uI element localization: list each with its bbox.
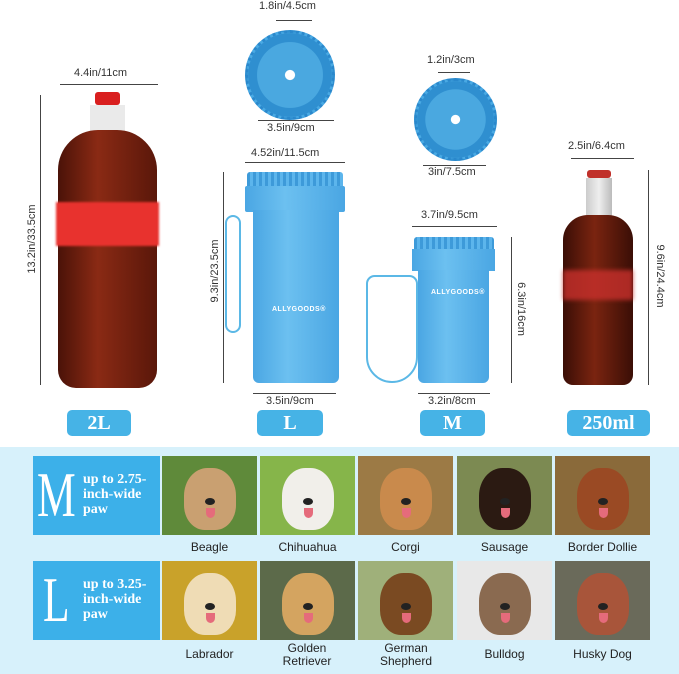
dog-photo-sausage xyxy=(457,456,552,535)
dim-line xyxy=(418,393,490,394)
size-desc: up to 3.25-inch-wide paw xyxy=(83,577,147,622)
bottle-cap xyxy=(95,92,120,105)
brand-logo: ALLYGOODS® xyxy=(272,306,326,313)
dim-label: 2.5in/6.4cm xyxy=(568,140,625,152)
dim-line xyxy=(276,20,312,21)
wrist-strap xyxy=(366,275,418,383)
brush-head-l xyxy=(245,30,335,120)
brush-head-m xyxy=(414,78,497,161)
dog-name: Husky Dog xyxy=(573,647,632,661)
cup-bristles xyxy=(247,172,343,186)
dim-line xyxy=(423,165,486,166)
dog-photo-beagle xyxy=(162,456,257,535)
dog-name: German Shepherd xyxy=(379,641,433,668)
bottle-cap xyxy=(587,170,611,178)
cup-body-m xyxy=(418,270,489,383)
size-pill-2l: 2L xyxy=(67,410,131,436)
dog-name: Border Dollie xyxy=(567,540,638,554)
dim-line xyxy=(258,120,334,121)
dog-name: Beagle xyxy=(190,540,229,554)
bottle-label xyxy=(56,202,159,246)
bottle-body xyxy=(563,215,633,385)
size-pill-250ml: 250ml xyxy=(567,410,650,436)
cup-bristles xyxy=(414,237,494,249)
dim-line xyxy=(571,158,634,159)
dog-photo-corgi xyxy=(358,456,453,535)
dim-label: 4.52in/11.5cm xyxy=(251,147,320,159)
dim-label: 9.3in/23.5cm xyxy=(209,239,221,303)
dog-name: Labrador xyxy=(185,647,234,661)
dim-label: 6.3in/16cm xyxy=(515,282,527,336)
dim-label: 3.2in/8cm xyxy=(428,395,476,407)
dim-label: 3in/7.5cm xyxy=(428,166,476,178)
size-letter: M xyxy=(37,459,76,530)
dim-line xyxy=(648,170,649,385)
bottle-neck xyxy=(586,178,612,218)
dim-line xyxy=(253,393,336,394)
dim-label: 1.2in/3cm xyxy=(427,54,475,66)
dim-line xyxy=(60,84,158,85)
dog-photo-bulldog xyxy=(457,561,552,640)
dog-photo-german-shepherd xyxy=(358,561,453,640)
size-m-box: M up to 2.75-inch-wide paw xyxy=(33,456,160,535)
brand-logo: ALLYGOODS® xyxy=(431,289,485,296)
dog-name: Golden Retriever xyxy=(282,641,332,668)
dog-name: Corgi xyxy=(391,540,420,554)
dim-label: 3.5in/9cm xyxy=(266,395,314,407)
size-pill-m: M xyxy=(420,410,485,436)
dim-label: 3.7in/9.5cm xyxy=(421,209,478,221)
dog-photo-husky xyxy=(555,561,650,640)
wrist-strap xyxy=(225,215,241,333)
dim-line xyxy=(223,172,224,383)
dim-line xyxy=(438,72,470,73)
cup-body-l xyxy=(253,210,339,383)
size-letter: L xyxy=(43,564,70,635)
dim-label: 4.4in/11cm xyxy=(74,67,127,79)
dim-label: 9.6in/24.4cm xyxy=(654,244,666,308)
dog-photo-chihuahua xyxy=(260,456,355,535)
bottle-label xyxy=(563,270,633,300)
dog-name: Chihuahua xyxy=(278,540,337,554)
dog-photo-golden-retriever xyxy=(260,561,355,640)
dim-label: 3.5in/9cm xyxy=(267,122,315,134)
size-desc: up to 2.75-inch-wide paw xyxy=(83,472,147,517)
dog-photo-labrador xyxy=(162,561,257,640)
size-pill-l: L xyxy=(257,410,323,436)
dim-line xyxy=(412,226,497,227)
dog-photo-border-dollie xyxy=(555,456,650,535)
bottle-body xyxy=(58,130,157,388)
dim-label: 13.2in/33.5cm xyxy=(26,204,38,274)
cup-lid xyxy=(412,249,495,271)
dog-name: Sausage xyxy=(480,540,529,554)
dim-line xyxy=(511,237,512,383)
cup-lid xyxy=(245,186,345,212)
dim-line xyxy=(245,162,345,163)
dim-line xyxy=(40,95,41,385)
dog-name: Bulldog xyxy=(484,647,525,661)
dim-label: 1.8in/4.5cm xyxy=(259,0,316,12)
size-l-box: L up to 3.25-inch-wide paw xyxy=(33,561,160,640)
